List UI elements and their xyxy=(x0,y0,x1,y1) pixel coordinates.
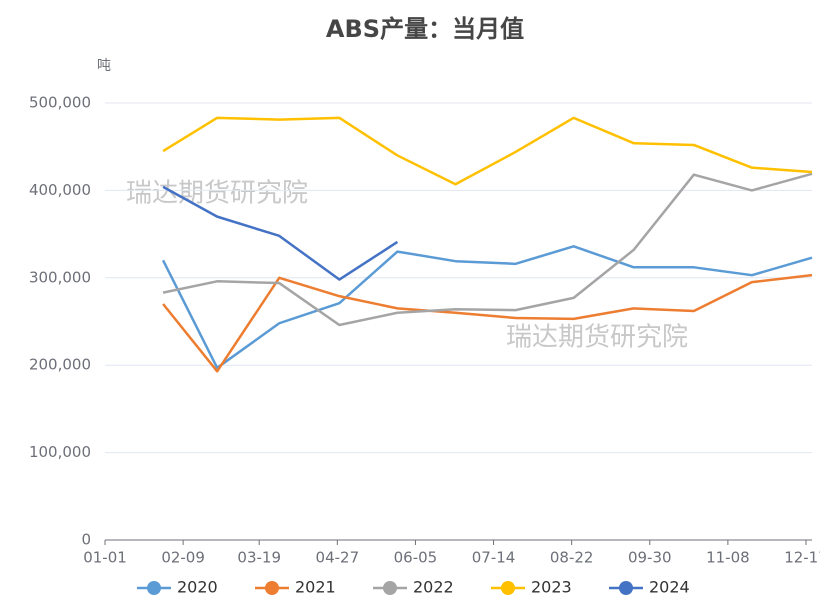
y-tick-label: 200,000 xyxy=(29,356,91,374)
legend-marker xyxy=(383,581,397,595)
y-tick-label: 400,000 xyxy=(29,181,91,199)
series-line xyxy=(162,273,813,373)
legend-item: 2023 xyxy=(491,578,572,597)
series-line xyxy=(162,172,813,327)
legend-item: 2024 xyxy=(609,578,690,597)
legend-label: 2021 xyxy=(295,578,336,597)
y-tick-label: 100,000 xyxy=(29,443,91,461)
x-tick-label: 01-01 xyxy=(83,549,127,567)
legend-item: 2020 xyxy=(137,578,218,597)
x-tick-label: 03-19 xyxy=(237,549,281,567)
legend-item: 2021 xyxy=(255,578,336,597)
series-line xyxy=(162,185,399,281)
chart-title: ABS产量：当月值 xyxy=(326,15,524,43)
watermark: 瑞达期货研究院 xyxy=(506,323,688,353)
legend-item: 2022 xyxy=(373,578,454,597)
x-tick-label: 09-30 xyxy=(628,549,672,567)
legend-marker xyxy=(265,581,279,595)
y-tick-label: 500,000 xyxy=(29,94,91,112)
x-tick-label: 06-05 xyxy=(394,549,438,567)
legend-marker xyxy=(147,581,161,595)
series-line xyxy=(162,116,813,186)
legend-label: 2020 xyxy=(177,578,218,597)
x-tick-label: 04-27 xyxy=(316,549,360,567)
series-line xyxy=(161,245,813,370)
legend-marker xyxy=(501,581,515,595)
y-tick-label: 300,000 xyxy=(29,268,91,286)
y-axis-label: 吨 xyxy=(97,58,111,74)
legend-label: 2022 xyxy=(413,578,454,597)
x-tick-label: 08-22 xyxy=(550,549,594,567)
y-tick-label: 0 xyxy=(81,531,91,549)
legend-label: 2024 xyxy=(649,578,690,597)
x-tick-label: 12-17 xyxy=(784,549,820,567)
legend-marker xyxy=(619,581,633,595)
watermark: 瑞达期货研究院 xyxy=(126,179,308,209)
x-tick-label: 11-08 xyxy=(706,549,750,567)
x-tick-label: 07-14 xyxy=(472,549,516,567)
legend-label: 2023 xyxy=(531,578,572,597)
x-tick-label: 02-09 xyxy=(161,549,205,567)
